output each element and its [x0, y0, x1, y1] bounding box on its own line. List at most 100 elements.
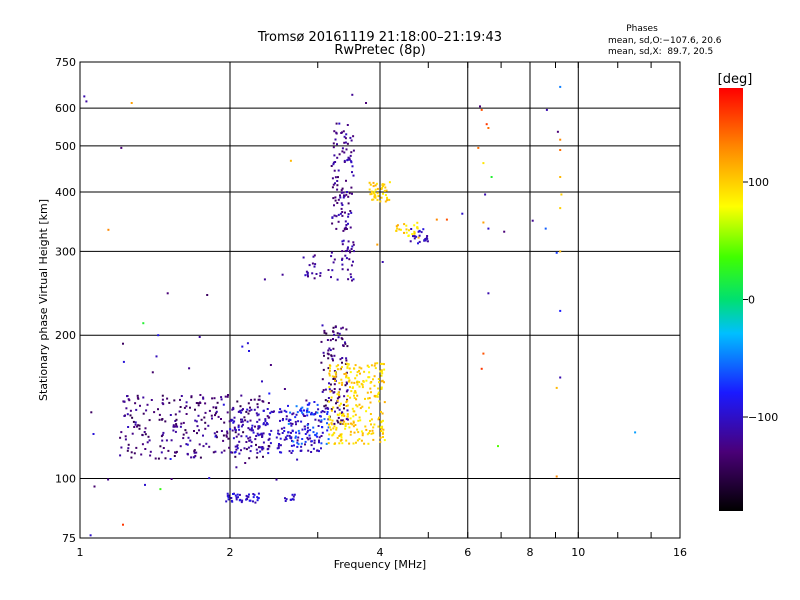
data-point	[261, 400, 264, 403]
data-point	[149, 454, 152, 457]
data-point	[328, 388, 331, 391]
data-point	[127, 447, 130, 450]
data-point	[248, 439, 251, 442]
data-point	[172, 429, 175, 432]
data-point	[341, 268, 344, 271]
data-point	[345, 401, 348, 404]
data-point	[349, 210, 352, 212]
data-point	[559, 85, 562, 88]
data-point	[328, 372, 331, 375]
data-point	[348, 192, 351, 195]
data-point	[341, 357, 344, 359]
data-point	[142, 322, 145, 325]
data-point	[357, 431, 360, 434]
data-point	[343, 135, 346, 138]
data-point	[279, 437, 282, 440]
data-point	[328, 382, 330, 385]
data-point	[313, 439, 316, 442]
data-point	[228, 446, 231, 449]
data-point	[358, 416, 361, 419]
data-point	[186, 443, 189, 446]
data-point	[267, 438, 270, 441]
data-point	[333, 370, 336, 372]
data-point	[129, 409, 132, 412]
data-point	[373, 190, 376, 193]
data-point	[232, 406, 235, 409]
data-point	[334, 371, 337, 374]
data-point	[383, 401, 386, 404]
data-point	[238, 452, 241, 455]
data-point	[123, 400, 126, 403]
data-point	[339, 368, 342, 371]
data-point	[343, 161, 346, 163]
data-point	[254, 438, 257, 441]
data-point	[265, 422, 268, 425]
data-point	[269, 364, 272, 366]
data-point	[422, 228, 425, 231]
data-point	[480, 108, 483, 111]
data-point	[346, 268, 349, 271]
data-point	[250, 445, 253, 448]
data-point	[297, 429, 300, 432]
data-point	[347, 380, 350, 383]
data-point	[382, 428, 385, 431]
data-point	[336, 399, 339, 402]
data-point	[426, 235, 429, 237]
data-point	[426, 237, 429, 240]
data-point	[372, 185, 375, 188]
chart-subtitle: RwPretec (8p)	[334, 43, 425, 58]
data-point	[327, 349, 330, 352]
data-point	[320, 447, 322, 450]
data-point	[291, 413, 294, 416]
data-point	[388, 181, 391, 184]
data-point	[358, 403, 361, 406]
data-point	[334, 378, 337, 381]
data-point	[174, 413, 177, 416]
colorbar-ticks: 100 0 −100	[743, 176, 778, 424]
data-point	[234, 494, 237, 497]
data-point	[373, 423, 376, 426]
plot-frame	[79, 61, 681, 539]
data-point	[279, 444, 282, 447]
data-point	[413, 237, 416, 240]
data-point	[334, 442, 336, 445]
x-tick-label: 4	[377, 546, 384, 559]
data-point	[350, 390, 353, 393]
data-point	[151, 371, 154, 374]
data-point	[284, 500, 287, 502]
data-point	[341, 250, 344, 253]
data-point	[134, 402, 137, 405]
data-point	[318, 450, 320, 453]
data-point	[334, 176, 337, 179]
data-point	[321, 426, 323, 428]
data-point	[278, 411, 281, 414]
colorbar-label: [deg]	[718, 72, 753, 87]
data-point	[315, 273, 318, 275]
data-point	[374, 362, 377, 365]
data-point	[299, 409, 302, 412]
data-point	[344, 384, 347, 387]
data-point	[349, 430, 352, 433]
data-point	[413, 235, 416, 238]
data-point	[230, 497, 233, 499]
data-point	[283, 438, 286, 441]
data-point	[187, 436, 190, 439]
y-tick-label: 400	[55, 186, 76, 199]
data-point	[204, 421, 207, 424]
data-point	[361, 434, 364, 437]
data-point	[407, 235, 410, 237]
data-point	[141, 443, 144, 446]
data-point	[226, 395, 229, 398]
data-point	[223, 421, 226, 424]
data-point	[323, 418, 326, 421]
data-point	[322, 351, 325, 354]
data-point	[249, 439, 252, 442]
data-point	[405, 231, 408, 234]
data-point	[138, 427, 141, 430]
data-point	[380, 427, 383, 430]
data-point	[142, 412, 145, 415]
data-point	[339, 212, 342, 215]
data-point	[335, 227, 338, 230]
data-point	[374, 367, 377, 370]
data-point	[368, 181, 371, 184]
